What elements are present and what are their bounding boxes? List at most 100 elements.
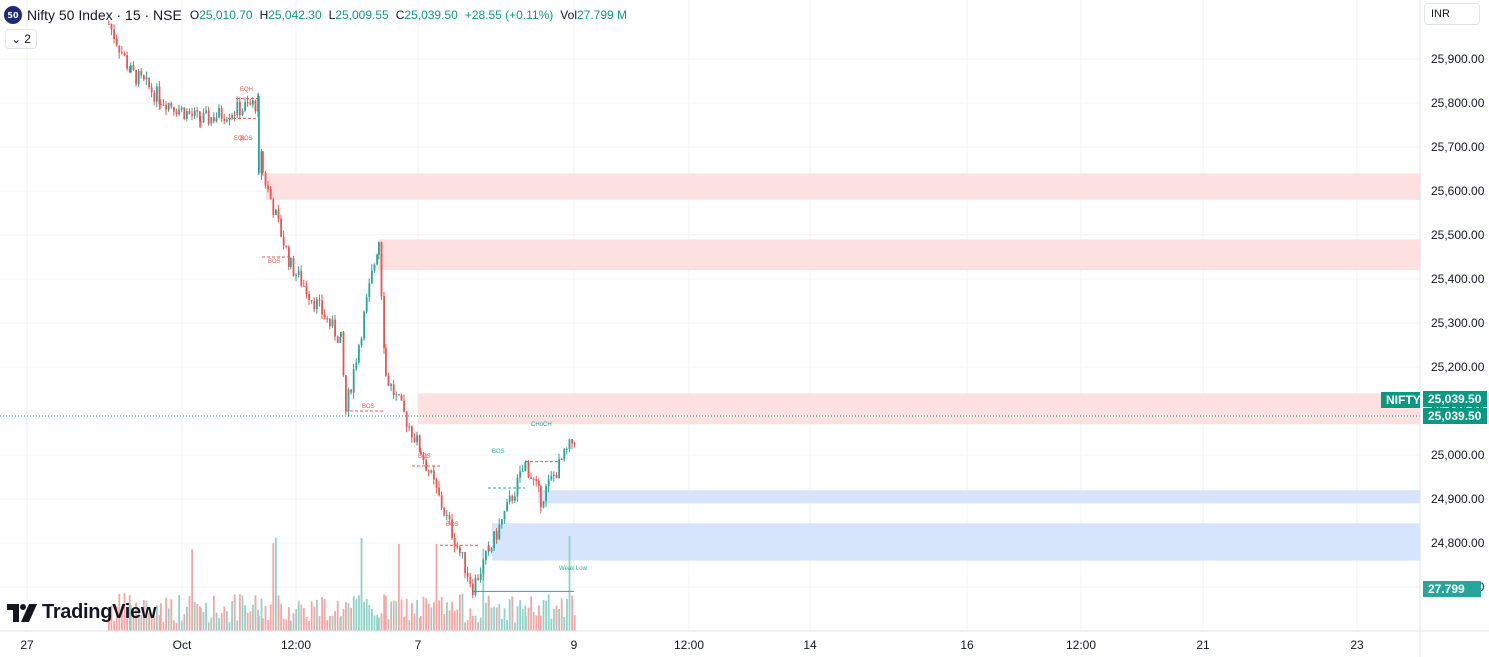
volume-bar [350, 607, 352, 631]
candle-body [461, 552, 464, 554]
volume-bar [571, 595, 573, 631]
price-axis[interactable]: 25,900.00 25,800.00 25,700.00 25,600.00 25,5… [1419, 0, 1485, 657]
volume-bar [490, 607, 493, 631]
supply-zone [378, 239, 1420, 271]
volume-bar [371, 608, 373, 631]
currency-label: INR [1431, 8, 1450, 20]
volume-bar [403, 616, 405, 631]
volume-bar [519, 599, 521, 631]
candle-body [334, 319, 336, 337]
volume-bar [566, 598, 568, 631]
volume-bar [479, 617, 482, 631]
candle-body [254, 100, 257, 112]
price-tick-label: 25,200.00 [1431, 360, 1485, 374]
candle-body [390, 384, 392, 386]
candle-body [438, 487, 440, 496]
volume-bar [440, 597, 443, 631]
time-axis[interactable]: 27 Oct 12:00 7 9 12:00 14 16 12:00 21 23 [0, 630, 1489, 652]
volume-bar [560, 598, 563, 631]
open-value: 25,010.70 [199, 8, 253, 22]
time-tick-label: 12:00 [281, 638, 311, 652]
price-tick-label: 25,400.00 [1431, 272, 1485, 286]
candle-body [400, 395, 403, 401]
candle-body [485, 551, 487, 561]
volume-bar [553, 609, 555, 631]
volume-bar [321, 596, 323, 631]
volume-bar [115, 606, 118, 631]
price-tick-label: 24,900.00 [1431, 492, 1485, 506]
volume-bar [555, 605, 558, 631]
volume-bar [368, 605, 371, 631]
candle-body [501, 519, 503, 525]
volume-bar [380, 613, 383, 631]
candle-body [313, 300, 316, 310]
candle-body [573, 443, 576, 445]
price-tick-label: 25,300.00 [1431, 316, 1485, 330]
tradingview-logo[interactable]: TradingView [7, 601, 156, 624]
volume-bar [352, 596, 355, 631]
candle-body [258, 96, 260, 174]
volume-bar [252, 604, 254, 631]
supply-zone [418, 393, 1420, 425]
demand-zone [492, 523, 1420, 561]
volume-bar [156, 605, 158, 631]
last-price-tag: 25,039.50 [1423, 408, 1487, 424]
volume-bar [334, 611, 336, 631]
candle-body [218, 108, 220, 118]
currency-button[interactable]: INR [1424, 3, 1480, 25]
candle-body [193, 110, 196, 116]
volume-bar [108, 615, 110, 631]
annotation-label: CHoCH [531, 422, 552, 428]
volume-bar [244, 605, 246, 631]
volume-bar [511, 596, 514, 631]
candle-body [392, 384, 395, 396]
price-tag: 25,039.50 [1423, 391, 1487, 407]
candle-body [282, 236, 285, 246]
candle-body [342, 331, 345, 376]
volume-bar [347, 603, 350, 631]
candle-body [560, 458, 563, 460]
volume-bar [262, 618, 264, 631]
symbol-title[interactable]: Nifty 50 Index · 15 · NSE [27, 7, 182, 23]
volume-bar [288, 607, 290, 631]
volume-bar [443, 614, 446, 631]
volume-bar [258, 615, 260, 631]
price-tick-label: 24,800.00 [1431, 536, 1485, 550]
candle-body [167, 102, 170, 110]
volume-bar [275, 537, 277, 631]
price-tick-label: 25,600.00 [1431, 184, 1485, 198]
volume-bar [200, 607, 202, 631]
volume-bar [264, 605, 267, 631]
volume-bar [538, 605, 540, 631]
demand-zone [538, 490, 1420, 504]
candle-body [571, 439, 573, 444]
volume-bar [167, 608, 170, 631]
volume-bar [323, 599, 326, 631]
volume-bar [297, 600, 300, 631]
candle-body [498, 524, 501, 540]
candle-body [479, 573, 482, 580]
candle-body [474, 578, 477, 595]
volume-bar [160, 603, 162, 631]
collapse-indicators-button[interactable]: ⌄ 2 [5, 29, 37, 49]
candle-body [118, 45, 121, 53]
volume-bar [135, 602, 137, 631]
candle-body [456, 546, 459, 548]
candle-body [264, 172, 267, 186]
volume-bar [318, 616, 321, 631]
candle-body [477, 578, 479, 580]
candle-body [430, 470, 433, 473]
volume-bar [474, 615, 477, 631]
candle-body [207, 110, 210, 124]
volume-bar [376, 614, 378, 631]
candle-body [223, 118, 226, 122]
candle-body [527, 461, 530, 478]
volume-bar [165, 597, 167, 631]
candle-body [514, 496, 516, 501]
candle-body [150, 87, 153, 93]
candle-body [545, 486, 547, 502]
candle-body [140, 71, 143, 76]
candle-body [267, 185, 269, 190]
volume-bar [378, 617, 380, 631]
